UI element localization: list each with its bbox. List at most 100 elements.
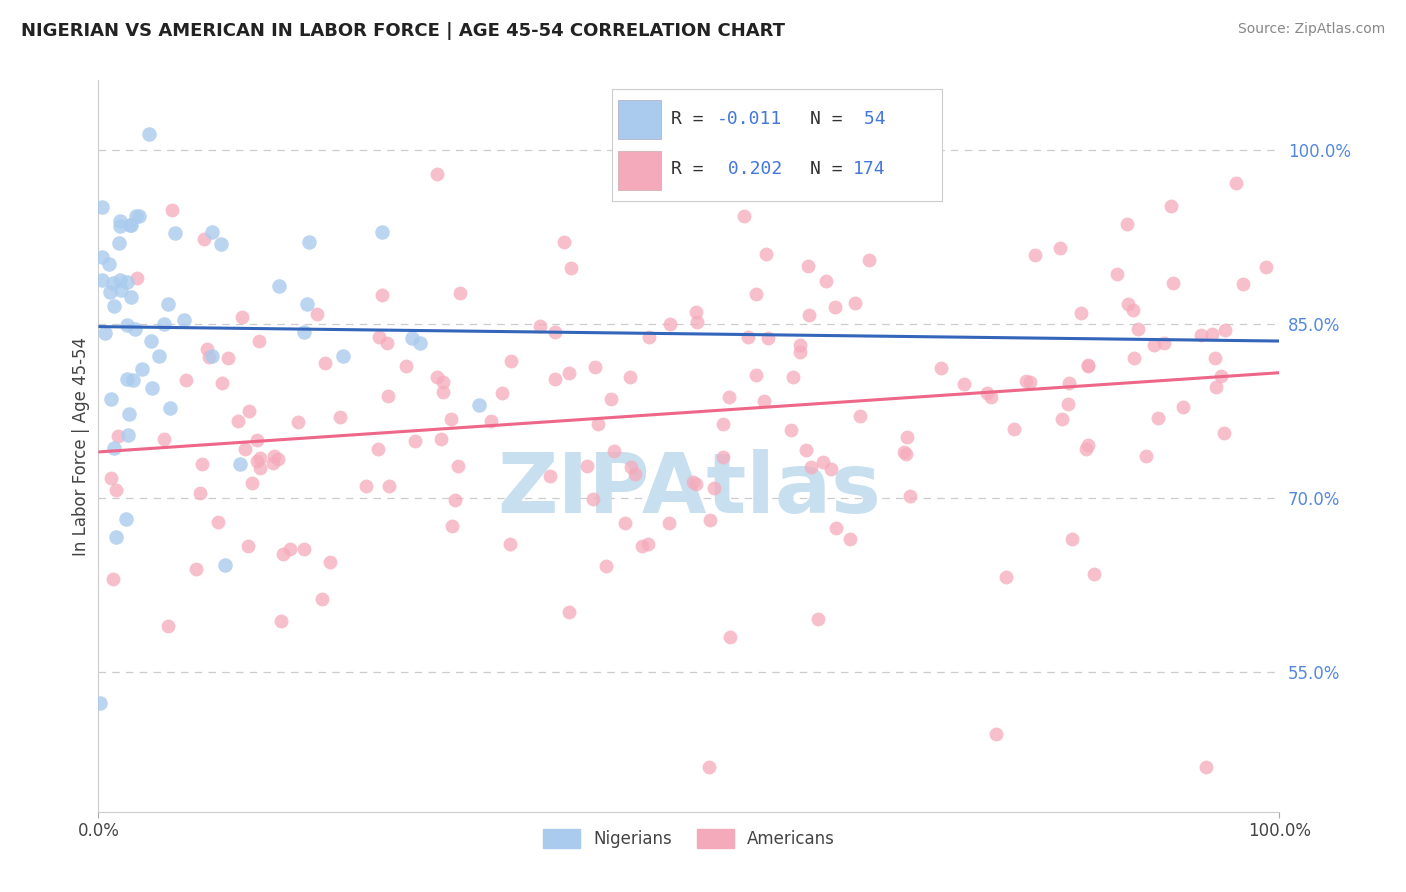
Point xyxy=(128,210,150,224)
Point xyxy=(214,558,236,572)
Point xyxy=(207,516,229,530)
Point xyxy=(249,451,271,466)
Point xyxy=(1077,438,1099,452)
Point xyxy=(1105,268,1128,282)
Point xyxy=(686,315,709,329)
Point xyxy=(752,394,775,409)
Point xyxy=(595,558,617,573)
Point xyxy=(131,362,153,376)
Point xyxy=(807,612,830,626)
Point xyxy=(789,338,811,352)
Point xyxy=(637,537,659,551)
Point xyxy=(620,460,643,475)
Text: NIGERIAN VS AMERICAN IN LABOR FORCE | AGE 45-54 CORRELATION CHART: NIGERIAN VS AMERICAN IN LABOR FORCE | AG… xyxy=(21,22,785,40)
Point xyxy=(120,290,142,304)
Point xyxy=(263,450,285,464)
Point xyxy=(1024,248,1046,262)
Point xyxy=(432,385,454,400)
Point xyxy=(297,235,319,250)
Point xyxy=(367,330,389,344)
Point xyxy=(1059,376,1081,391)
Text: N =: N = xyxy=(810,111,853,128)
Point xyxy=(441,518,464,533)
Point xyxy=(659,317,682,331)
Point xyxy=(107,428,129,442)
Point xyxy=(209,237,232,252)
Point xyxy=(544,372,567,386)
Point xyxy=(1070,306,1092,320)
Point xyxy=(720,630,742,644)
Point xyxy=(685,476,707,491)
Point xyxy=(737,330,759,344)
Point xyxy=(115,372,138,386)
Point xyxy=(703,481,725,495)
Point xyxy=(148,349,170,363)
Point xyxy=(491,385,513,400)
Point xyxy=(900,489,922,503)
Point xyxy=(103,276,125,290)
Text: Source: ZipAtlas.com: Source: ZipAtlas.com xyxy=(1237,22,1385,37)
Point xyxy=(1128,322,1150,336)
Point xyxy=(1143,338,1166,352)
Point xyxy=(1147,411,1170,425)
Point xyxy=(375,335,398,350)
Point xyxy=(90,200,112,214)
Point xyxy=(117,428,139,442)
Point xyxy=(101,572,124,586)
Point xyxy=(560,261,582,276)
Point xyxy=(600,392,623,406)
Point xyxy=(211,376,233,390)
Point xyxy=(1153,336,1175,351)
Point xyxy=(896,429,918,443)
Point xyxy=(780,423,803,437)
Point xyxy=(583,360,606,375)
Point xyxy=(319,555,342,569)
Point xyxy=(139,334,162,348)
Text: ZIPAtlas: ZIPAtlas xyxy=(496,450,882,531)
Text: N =: N = xyxy=(810,161,853,178)
Point xyxy=(262,456,284,470)
Point xyxy=(717,390,740,404)
Point xyxy=(619,370,641,384)
Point xyxy=(377,478,399,492)
Point xyxy=(188,486,211,500)
Point xyxy=(1049,241,1071,255)
Point xyxy=(980,390,1002,404)
Point xyxy=(138,127,160,141)
Point xyxy=(127,270,149,285)
Point xyxy=(1050,412,1073,426)
Point xyxy=(839,532,862,546)
Point xyxy=(117,318,139,333)
Point xyxy=(249,461,271,475)
Point xyxy=(1062,532,1084,546)
Point xyxy=(165,226,187,240)
Point xyxy=(122,373,145,387)
Point xyxy=(292,541,315,556)
Point xyxy=(105,483,128,497)
Point xyxy=(89,697,111,711)
Point xyxy=(447,458,470,473)
Point xyxy=(238,403,260,417)
Point xyxy=(157,619,180,633)
Point xyxy=(98,285,121,300)
Point xyxy=(249,334,271,349)
Point xyxy=(233,442,256,456)
Point xyxy=(603,443,626,458)
Point xyxy=(311,591,333,606)
Point xyxy=(893,444,915,458)
Point xyxy=(658,516,681,530)
Point xyxy=(449,286,471,301)
Point xyxy=(110,283,132,297)
Point xyxy=(174,373,197,387)
Point xyxy=(794,443,817,458)
Point xyxy=(278,541,301,556)
Point xyxy=(229,457,252,471)
Point xyxy=(103,300,125,314)
Bar xyxy=(619,151,661,189)
Point xyxy=(246,453,269,467)
Text: 0.202: 0.202 xyxy=(717,161,783,178)
Point xyxy=(114,512,136,526)
Point xyxy=(429,432,451,446)
Point xyxy=(371,225,394,239)
Point xyxy=(354,479,377,493)
